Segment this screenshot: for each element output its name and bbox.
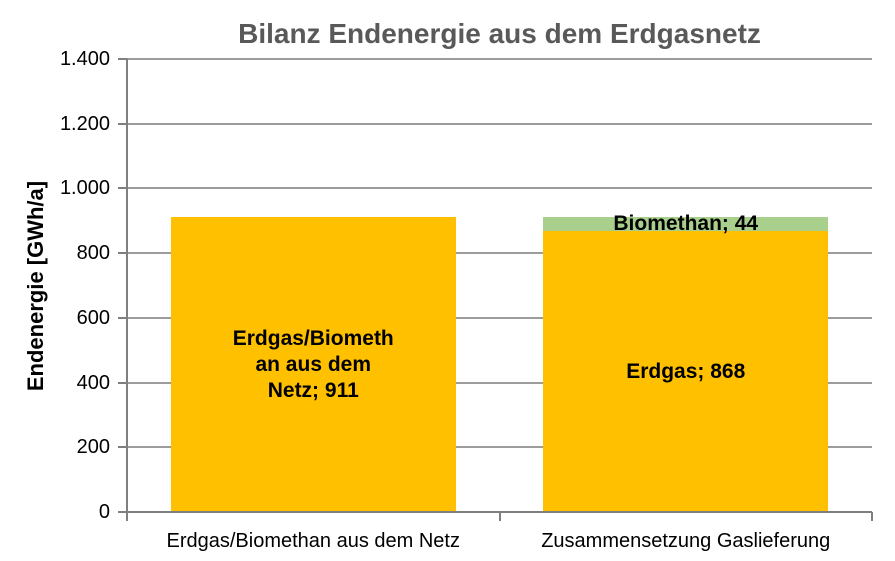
x-axis-line: [118, 511, 872, 513]
bar-segment-biomethan: Biomethan; 44: [543, 212, 829, 235]
y-tick-400: [118, 381, 127, 384]
gridline-400: [127, 381, 872, 384]
y-axis-line: [126, 59, 128, 512]
bar-segment-erdgas: Erdgas; 868: [543, 231, 829, 512]
gridline-1000: [127, 187, 872, 190]
y-tick-label-400: 400: [76, 371, 110, 394]
y-tick-label-1200: 1.200: [59, 112, 110, 135]
y-tick-1400: [118, 58, 127, 60]
bar-segment-erdgas-biomethan-aus-dem-netz: Erdgas/Biometh an aus dem Netz; 911: [170, 217, 456, 512]
y-tick-800: [118, 252, 127, 255]
gridline-800: [127, 252, 872, 255]
x-category-label-erdgas-biomethan-aus-dem-netz: Erdgas/Biomethan aus dem Netz: [166, 530, 461, 552]
y-tick-label-800: 800: [76, 242, 110, 265]
y-tick-1000: [118, 187, 127, 190]
y-tick-label-1000: 1.000: [59, 177, 110, 200]
x-tick-0: [126, 512, 128, 521]
chart-title: Bilanz Endenergie aus dem Erdgasnetz: [238, 18, 761, 49]
x-tick-2: [871, 512, 873, 521]
gridline-200: [127, 446, 872, 449]
x-category-label-zusammensetzung-gaslieferung: Zusammensetzung Gaslieferung: [541, 530, 831, 552]
y-tick-600: [118, 316, 127, 319]
gridline-1400: [127, 58, 872, 60]
y-tick-1200: [118, 122, 127, 125]
gridline-600: [127, 316, 872, 319]
data-label-biomethan: Biomethan; 44: [613, 212, 759, 236]
y-tick-label-1400: 1.400: [59, 48, 110, 70]
data-label-erdgas: Erdgas; 868: [626, 359, 746, 383]
x-tick-1: [498, 512, 501, 521]
y-tick-label-600: 600: [76, 306, 110, 329]
y-tick-label-0: 0: [98, 501, 110, 523]
gridline-1200: [127, 122, 872, 125]
y-tick-label-200: 200: [76, 436, 110, 459]
data-label-erdgas-biomethan-aus-dem-netz: Erdgas/Biometh an aus dem Netz; 911: [232, 326, 394, 402]
y-tick-200: [118, 446, 127, 449]
